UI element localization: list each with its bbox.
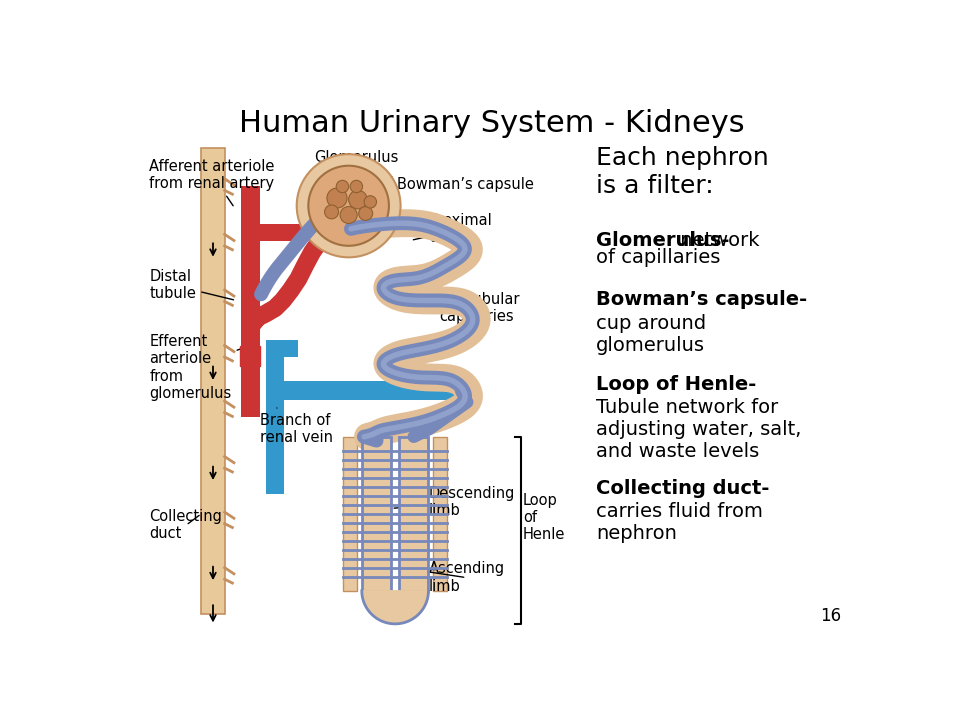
Text: Ascending
limb: Ascending limb [428,562,505,594]
Text: Loop of Henle-: Loop of Henle- [596,375,756,394]
Bar [267,340,299,356]
Circle shape [327,188,348,208]
Text: Descending
limb: Descending limb [394,486,515,518]
Text: Efferent
arteriole
from
glomerulus: Efferent arteriole from glomerulus [150,334,240,401]
Bar [241,186,259,418]
Text: Peritubular
capillaries: Peritubular capillaries [440,292,519,324]
Text: Proximal
tubule: Proximal tubule [414,212,492,245]
Circle shape [359,207,372,220]
Text: Loop
of
Henle: Loop of Henle [523,492,565,542]
Text: Bowman’s capsule-: Bowman’s capsule- [596,290,807,310]
Bar [202,148,225,614]
Bar [267,348,283,495]
Circle shape [364,196,376,208]
Text: 16: 16 [820,608,841,626]
Polygon shape [362,590,428,624]
Circle shape [308,166,389,246]
Bar [433,437,447,590]
Text: Afferent arteriole
from renal artery: Afferent arteriole from renal artery [150,158,275,206]
Bar [344,437,357,590]
Text: Glomerulus: Glomerulus [314,150,398,171]
Bar [241,224,322,241]
Text: network: network [674,231,759,250]
Text: of capillaries: of capillaries [596,248,721,267]
Text: Branch of
renal vein: Branch of renal vein [259,408,332,445]
Text: Glomerulus-: Glomerulus- [596,231,730,250]
Circle shape [350,180,363,193]
Bar [399,437,428,590]
Circle shape [336,180,348,193]
Circle shape [340,207,357,223]
Text: Bowman’s capsule: Bowman’s capsule [378,175,535,192]
Text: Tubule network for
adjusting water, salt,
and waste levels: Tubule network for adjusting water, salt… [596,398,802,462]
Text: cup around
glomerulus: cup around glomerulus [596,313,707,354]
Text: Human Urinary System - Kidneys: Human Urinary System - Kidneys [239,109,745,138]
Circle shape [324,205,339,219]
Circle shape [297,154,400,257]
Bar [362,437,392,590]
Circle shape [348,190,368,209]
Text: carries fluid from
nephron: carries fluid from nephron [596,502,763,543]
Text: Distal
tubule: Distal tubule [150,269,233,301]
Bar [267,382,461,400]
Text: Collecting duct-: Collecting duct- [596,479,770,498]
Text: Collecting
duct: Collecting duct [150,509,223,541]
Text: Each nephron
is a filter:: Each nephron is a filter: [596,146,769,198]
